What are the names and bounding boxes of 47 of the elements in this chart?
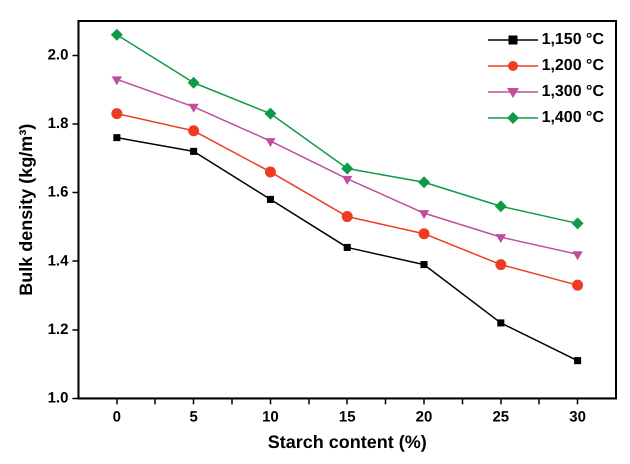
point — [190, 148, 198, 155]
point — [265, 138, 276, 148]
point — [418, 210, 430, 220]
x-tick-label: 0 — [112, 408, 122, 426]
x-tick-label: 25 — [492, 408, 510, 426]
point — [418, 176, 430, 188]
x-tick-label: 15 — [338, 408, 356, 426]
point — [264, 108, 276, 120]
x-tick-label: 5 — [189, 408, 198, 426]
point — [494, 200, 507, 212]
y-axis-title: Bulk density (kg/m³) — [16, 124, 36, 296]
y-tick-label: 1.6 — [48, 184, 68, 201]
y-tick-label: 1.2 — [48, 320, 68, 338]
point — [110, 28, 123, 41]
point — [420, 261, 428, 268]
y-tick-label: 1.0 — [48, 390, 68, 407]
point — [572, 280, 584, 291]
x-tick-label: 20 — [416, 408, 432, 426]
legend-label: 1,300 °C — [542, 83, 604, 101]
y-tick-label: 1.4 — [48, 252, 70, 270]
x-tick-label: 30 — [569, 408, 586, 426]
legend-label: 1,200 °C — [542, 57, 604, 75]
point — [264, 166, 276, 178]
point — [113, 134, 120, 142]
point — [342, 176, 352, 185]
x-axis-title: Starch content (%) — [268, 432, 427, 452]
point — [496, 234, 506, 244]
legend-label: 1,150 °C — [542, 31, 604, 49]
point — [344, 244, 351, 251]
point — [112, 76, 122, 86]
legend-label: 1,400 °C — [542, 109, 604, 127]
y-tick-label: 2.0 — [48, 46, 68, 64]
point — [418, 228, 430, 240]
point — [572, 217, 584, 230]
point — [188, 76, 200, 89]
point — [188, 104, 199, 113]
y-tick-label: 1.8 — [48, 115, 68, 132]
point — [266, 196, 274, 203]
point — [572, 251, 583, 260]
point — [497, 319, 504, 326]
point — [111, 108, 122, 120]
point — [574, 357, 582, 364]
point — [188, 125, 200, 136]
x-tick-label: 10 — [262, 408, 279, 426]
point — [495, 259, 506, 270]
point — [342, 211, 353, 222]
point — [341, 162, 354, 175]
